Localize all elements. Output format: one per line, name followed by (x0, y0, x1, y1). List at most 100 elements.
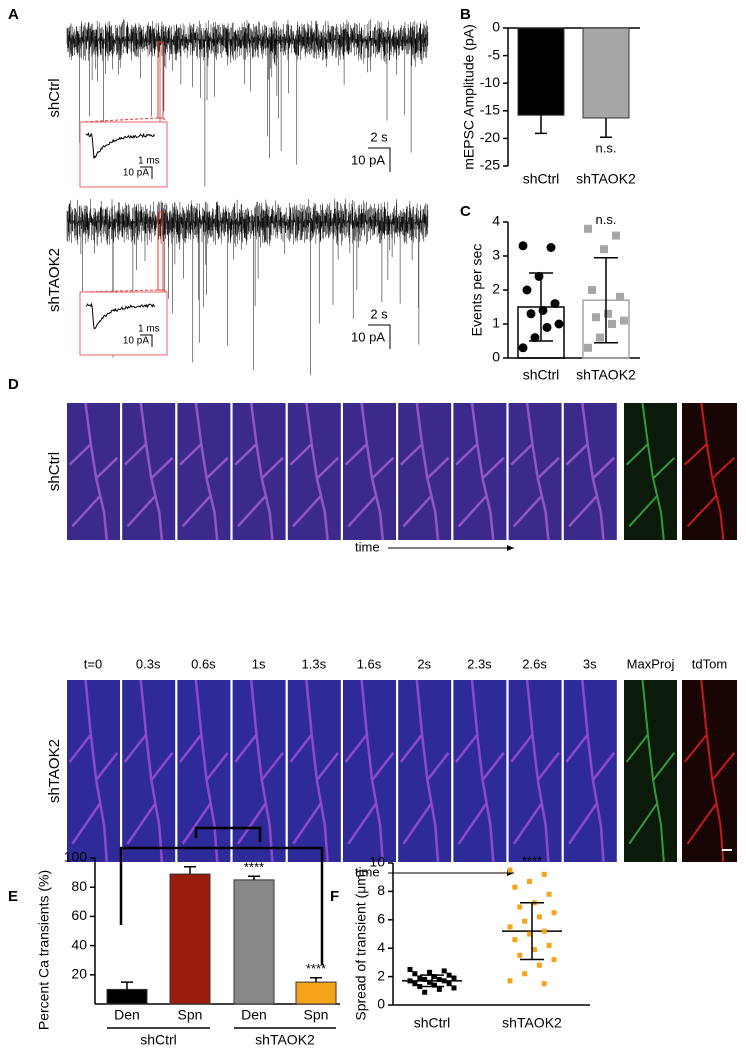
bar (517, 27, 565, 116)
group-label: shCtrl (140, 1032, 177, 1048)
scale-current: 10 pA (351, 152, 385, 167)
point (522, 918, 528, 924)
channel-label: MaxProj (627, 656, 675, 671)
y-tick-label: 0 (377, 996, 385, 1012)
y-tick-label: -5 (488, 46, 501, 62)
inset-trace (85, 132, 156, 159)
point (546, 891, 552, 897)
panel-label: A (8, 6, 19, 23)
point (546, 942, 552, 948)
annotation: n.s. (596, 212, 617, 227)
point (507, 924, 513, 930)
annotation: **** (522, 854, 542, 869)
image-frame (453, 680, 507, 862)
point (441, 978, 447, 984)
inset-time: 1 ms (138, 324, 160, 335)
y-tick-label: 100 (64, 849, 88, 865)
point (412, 981, 418, 987)
annotation: n.s. (596, 141, 617, 156)
point (616, 292, 624, 301)
inset-trace (85, 302, 156, 330)
error-bar (121, 981, 133, 990)
y-tick-label: 2 (377, 967, 385, 983)
y-tick-label: 8 (377, 882, 385, 898)
point (530, 333, 540, 343)
inset-scale (140, 334, 153, 347)
image-frame (287, 403, 341, 540)
dendrite (455, 679, 505, 863)
x-tick-label: Den (114, 1007, 140, 1023)
bar (169, 873, 211, 1005)
point (441, 968, 447, 974)
point (620, 316, 628, 325)
point (592, 313, 600, 322)
point (431, 974, 437, 980)
dendrite (684, 402, 735, 541)
time-point: t=0 (84, 656, 102, 671)
image-frame (398, 680, 452, 862)
point (407, 967, 413, 972)
point (512, 884, 518, 890)
x-tick-label: shTAOK2 (576, 367, 636, 383)
zoom-line (162, 117, 168, 123)
y-tick-label: 2 (492, 281, 500, 297)
dendrite (455, 402, 505, 541)
y-axis-label: mEPSC Amplitude (pA) (461, 24, 477, 170)
image-frame (398, 403, 452, 540)
error-bar (535, 115, 547, 135)
image-frame (682, 403, 737, 540)
point (512, 937, 518, 943)
y-tick-label: -10 (480, 74, 500, 90)
error-bar (520, 902, 544, 961)
dendrite (625, 402, 676, 541)
dendrite (683, 679, 736, 863)
trace (66, 19, 429, 187)
time-point: 1s (252, 656, 266, 671)
point (541, 928, 547, 934)
error-bar (248, 875, 260, 880)
y-tick-label: 10 (369, 854, 385, 870)
point (422, 976, 428, 982)
x-tick-label: shTAOK2 (576, 171, 636, 187)
point (517, 952, 523, 958)
bar (295, 981, 337, 1005)
dendrite (565, 402, 616, 541)
image-frame (682, 680, 737, 862)
panel-label: D (8, 376, 19, 393)
scale-current: 10 pA (351, 329, 385, 344)
annotation: **** (244, 860, 264, 875)
point (584, 343, 592, 352)
point (596, 333, 604, 342)
point (546, 243, 556, 252)
point (517, 904, 523, 910)
x-tick-label: Spn (304, 1007, 329, 1023)
zoom-line (162, 289, 168, 293)
point (527, 878, 533, 884)
y-tick-label: -20 (480, 129, 500, 145)
time-point: 0.6s (191, 656, 216, 671)
dendrite (399, 679, 450, 863)
dendrite (565, 679, 616, 863)
dendrite (344, 679, 395, 863)
zoom-box (157, 211, 164, 291)
image-frame (177, 403, 231, 540)
panel-label: B (460, 6, 471, 23)
point (554, 319, 564, 329)
error-bar (594, 256, 618, 344)
y-tick-label: 40 (71, 936, 87, 952)
scale-bar (368, 147, 391, 172)
inset-current: 10 pA (123, 336, 149, 347)
zoom-line (79, 117, 159, 123)
scale-time: 2 s (370, 129, 388, 144)
dendrite (234, 679, 284, 863)
inset-current: 10 pA (123, 168, 149, 179)
error-bar (529, 272, 553, 342)
y-tick-label: 1 (492, 315, 500, 331)
point (427, 979, 433, 985)
x-tick-label: shCtrl (414, 1015, 451, 1031)
image-frame (67, 680, 120, 862)
point (550, 299, 560, 309)
image-frame (232, 403, 286, 540)
x-tick-label: shCtrl (523, 367, 560, 383)
